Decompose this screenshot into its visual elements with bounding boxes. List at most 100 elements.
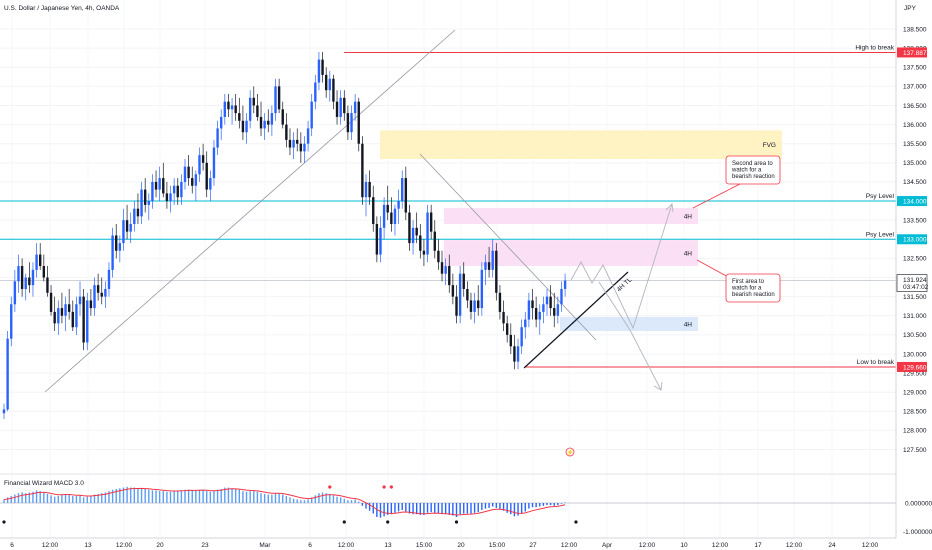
candle-body [49,292,53,312]
macd-signal-line [3,487,566,516]
candle-body [404,178,408,213]
price-tag [897,361,927,372]
candle-body [513,346,516,362]
candle-body [17,266,20,282]
macd-signal-dot [574,520,578,524]
x-tick-label: 24 [828,542,836,549]
candle-body [422,250,426,255]
candle-body [227,101,230,110]
candle-body [176,185,179,198]
candle-body [209,178,212,190]
candle-body [10,304,13,339]
x-tick-label: 12:00 [786,542,803,549]
candle-body [343,97,346,114]
candle-body [147,201,150,205]
candle-body [419,235,422,251]
candle-body [469,300,473,312]
x-tick-label: 6 [10,542,14,549]
x-tick-label: 15:00 [416,542,433,549]
zone-label: 4H [684,321,693,328]
candle-body [520,327,523,347]
candle-body [390,212,393,224]
candles [2,51,567,419]
candle-body [545,296,549,305]
candle-body [42,266,46,278]
candle-body [274,86,277,114]
candle-body [46,277,49,293]
candle-body [201,155,205,163]
y-tick-label: 129.500 [903,370,927,377]
y-tick-label: 137.500 [903,65,927,72]
candle-body [6,338,9,410]
callout-text: bearish reaction [732,174,775,180]
x-tick-label: 17 [754,542,762,549]
x-tick-label: 12:00 [42,542,59,549]
x-tick-label: 15:00 [489,542,506,549]
candle-body [473,300,476,312]
candle-body [411,227,415,244]
support-trendline [523,271,629,369]
candle-body [230,105,234,110]
y-tick-label: 136.500 [903,103,927,110]
y-tick-label: 130.000 [903,351,927,358]
candle-body [158,178,161,190]
x-tick-label: 12:00 [862,542,879,549]
candle-body [339,97,342,117]
candle-body [125,220,129,232]
candle-body [563,280,567,289]
candle-body [451,285,455,297]
y-tick-label: 128.500 [903,409,927,416]
candle-body [361,143,364,198]
callout-text: watch for a [731,286,762,292]
candle-body [71,311,74,328]
callout-box [725,155,781,185]
y-tick-label: 137.000 [903,84,927,91]
macd-signal-dot [389,485,393,489]
time-axis[interactable]: 6 12:00 13 12:00 20 23 Mar 6 12:00 13 15:00 20 15:00… [0,537,896,549]
callout-box [725,273,781,303]
candle-body [89,300,93,309]
candle-body [458,273,462,316]
candle-body [35,254,38,270]
candle-body [2,409,6,414]
candle-body [509,334,512,347]
level-label: High to break [855,44,894,51]
macd-neg-label: -1.000000 [903,529,932,536]
candle-body [534,308,538,320]
candle-body [364,181,368,198]
zone-label: 4H [684,213,693,220]
macd-title: Financial Wizard MACD 3.0 [4,480,84,487]
candle-body [162,178,165,194]
macd-signal-dot [342,520,346,524]
candle-body [299,143,303,152]
callout-text: bearish reaction [732,292,775,298]
candle-body [53,311,56,324]
candle-body [491,250,494,270]
countdown-label: 03:47:02 [903,284,929,291]
candle-body [191,178,194,186]
zone-box [560,316,698,332]
candle-body [263,120,266,129]
x-tick-label: Mar [259,542,271,549]
candle-body [75,304,78,328]
price-axis[interactable]: 138.500138.000137.500137.000136.500136.0… [895,0,932,538]
candle-body [346,113,350,133]
event-marker[interactable] [565,447,575,457]
candle-body [426,212,429,255]
candle-body [542,304,545,312]
candle-body [285,124,288,140]
y-tick-label: 136.000 [903,122,927,129]
candle-body [292,139,295,148]
projection-path-up [570,203,673,330]
candle-body [314,82,317,102]
price-tag-label: 134.000 [903,198,927,205]
candle-body [187,166,190,179]
candle-body [39,254,42,267]
x-tick-label: 27 [529,542,537,549]
candle-body [104,288,107,297]
candle-body [393,208,397,224]
zone-box [444,240,698,267]
candle-body [353,101,357,114]
